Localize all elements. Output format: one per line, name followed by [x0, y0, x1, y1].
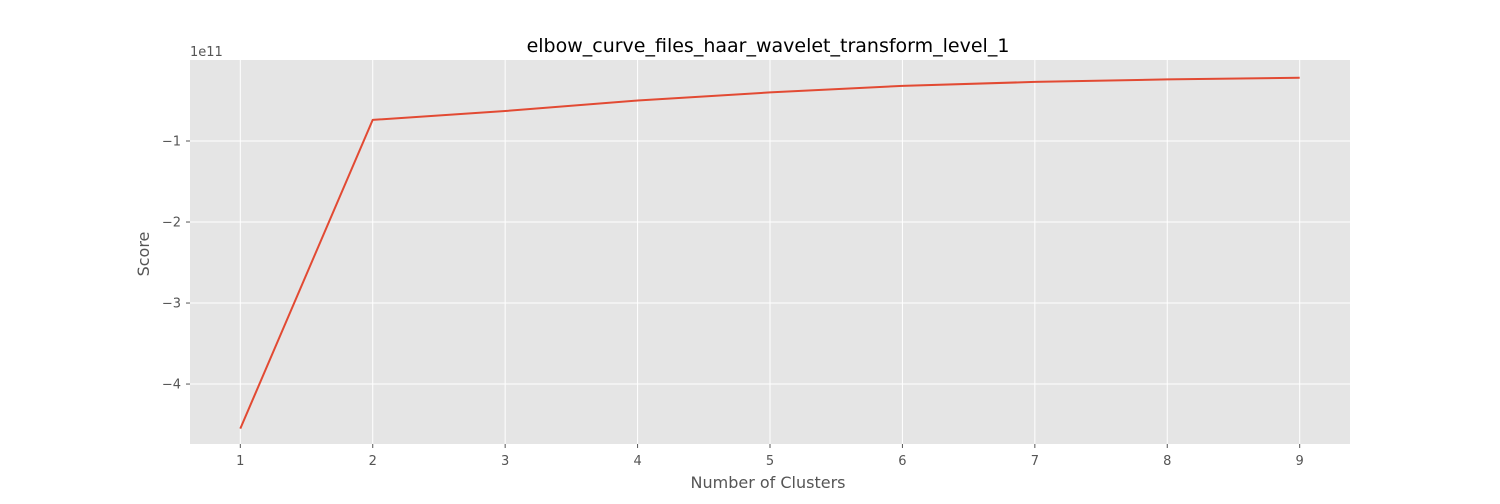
x-tick-label: 1 [236, 454, 244, 469]
y-tick-labels: −4 −3 −2 −1 [162, 135, 190, 393]
y-tick-label: −4 [162, 378, 181, 393]
y-gridlines [190, 140, 1350, 385]
x-tick-label: 4 [633, 454, 641, 469]
x-tick-label: 9 [1296, 454, 1304, 469]
y-offset-label: 1e11 [190, 45, 223, 60]
y-tick-label: −1 [162, 135, 181, 150]
x-gridlines [239, 60, 1301, 444]
x-tick-label: 7 [1031, 454, 1039, 469]
chart-title: elbow_curve_files_haar_wavelet_transform… [527, 35, 1010, 57]
y-tick-label: −3 [162, 297, 181, 312]
x-tick-label: 8 [1163, 454, 1171, 469]
x-tick-label: 3 [501, 454, 509, 469]
x-tick-labels: 1 2 3 4 5 6 7 8 9 [236, 444, 1304, 469]
y-axis-label: Score [134, 232, 153, 277]
x-tick-label: 6 [898, 454, 906, 469]
series-line [239, 76, 1300, 429]
x-tick-label: 5 [766, 454, 774, 469]
x-tick-label: 2 [369, 454, 377, 469]
y-tick-label: −2 [162, 216, 181, 231]
x-axis-label: Number of Clusters [691, 473, 846, 492]
